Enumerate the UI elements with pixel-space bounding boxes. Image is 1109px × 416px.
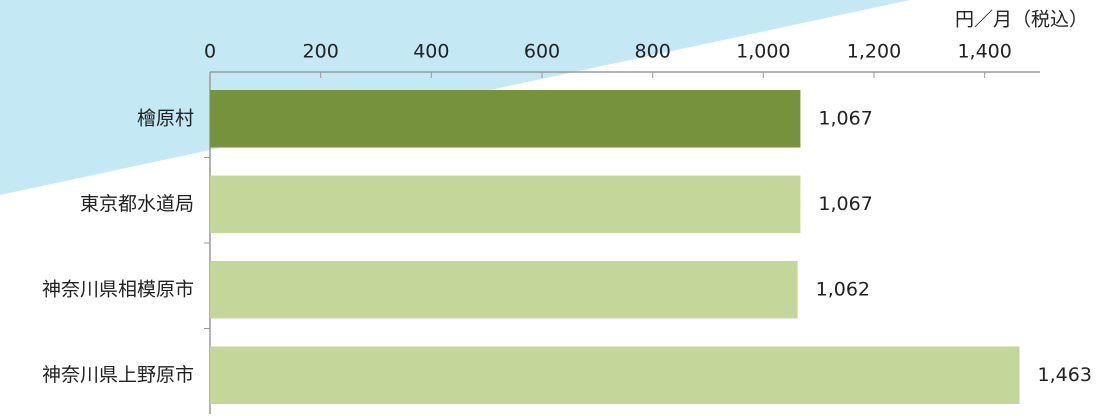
x-tick-label: 1,000 — [736, 41, 790, 63]
bar — [210, 90, 801, 148]
x-tick-label: 0 — [204, 41, 216, 63]
x-tick-label: 1,400 — [957, 41, 1011, 63]
unit-label: 円／月（税込） — [955, 9, 1088, 31]
x-tick-label: 600 — [524, 41, 560, 63]
bar — [210, 175, 801, 233]
bar — [210, 261, 798, 319]
y-tick-label: 神奈川県上野原市 — [42, 364, 194, 386]
data-label: 1,067 — [818, 107, 872, 129]
x-tick-label: 1,200 — [847, 41, 901, 63]
x-tick-label: 800 — [635, 41, 671, 63]
data-label: 1,062 — [816, 278, 870, 300]
x-tick-label: 200 — [303, 41, 339, 63]
data-label: 1,463 — [1038, 364, 1092, 386]
y-tick-label: 東京都水道局 — [80, 193, 194, 215]
data-label: 1,067 — [818, 193, 872, 215]
y-tick-label: 神奈川県相模原市 — [42, 278, 194, 300]
y-tick-label: 檜原村 — [137, 106, 194, 129]
x-tick-label: 400 — [413, 41, 449, 63]
bar — [210, 346, 1020, 404]
